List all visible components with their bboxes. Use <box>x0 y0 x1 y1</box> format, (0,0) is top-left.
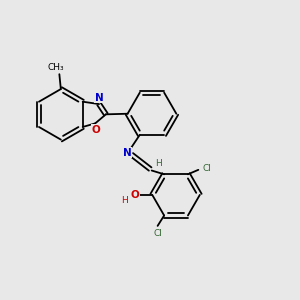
Text: N: N <box>123 148 131 158</box>
Text: CH₃: CH₃ <box>47 63 64 72</box>
Text: Cl: Cl <box>153 229 162 238</box>
Text: Cl: Cl <box>203 164 212 173</box>
Text: O: O <box>92 125 100 135</box>
Text: N: N <box>95 92 104 103</box>
Text: O: O <box>130 190 140 200</box>
Text: H: H <box>155 160 162 169</box>
Text: H: H <box>122 196 128 205</box>
